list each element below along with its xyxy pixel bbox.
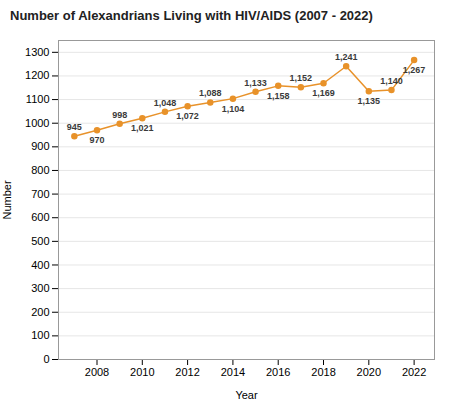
svg-text:1200: 1200 xyxy=(25,69,49,81)
svg-text:2022: 2022 xyxy=(402,366,426,378)
svg-text:300: 300 xyxy=(31,282,49,294)
svg-text:945: 945 xyxy=(67,122,82,132)
svg-text:Year: Year xyxy=(235,389,258,401)
svg-text:1,169: 1,169 xyxy=(312,88,335,98)
svg-text:800: 800 xyxy=(31,164,49,176)
svg-text:1,152: 1,152 xyxy=(290,73,313,83)
svg-text:1,241: 1,241 xyxy=(335,52,358,62)
html-text:Number of Alexandrians Living: Number of Alexandrians Living with HIV/A… xyxy=(10,8,373,23)
svg-text:1,140: 1,140 xyxy=(380,76,403,86)
svg-text:0: 0 xyxy=(43,353,49,365)
svg-text:1,072: 1,072 xyxy=(176,111,199,121)
svg-text:1100: 1100 xyxy=(26,93,50,105)
svg-text:1,135: 1,135 xyxy=(358,96,381,106)
svg-text:900: 900 xyxy=(31,140,49,152)
svg-text:400: 400 xyxy=(31,259,49,271)
svg-text:200: 200 xyxy=(31,306,49,318)
svg-text:2018: 2018 xyxy=(311,366,335,378)
svg-text:600: 600 xyxy=(31,211,49,223)
svg-text:1,021: 1,021 xyxy=(131,123,154,133)
svg-text:2008: 2008 xyxy=(85,366,109,378)
svg-text:2014: 2014 xyxy=(221,366,245,378)
svg-text:Number: Number xyxy=(1,180,13,219)
svg-text:500: 500 xyxy=(31,235,49,247)
svg-text:2012: 2012 xyxy=(175,366,199,378)
svg-text:1,158: 1,158 xyxy=(267,91,290,101)
svg-text:2020: 2020 xyxy=(357,366,381,378)
svg-text:100: 100 xyxy=(31,329,49,341)
svg-text:1,133: 1,133 xyxy=(244,78,267,88)
svg-text:1300: 1300 xyxy=(25,46,49,58)
svg-text:1000: 1000 xyxy=(25,117,49,129)
svg-text:700: 700 xyxy=(31,188,49,200)
svg-text:998: 998 xyxy=(112,110,127,120)
svg-text:970: 970 xyxy=(89,135,104,145)
svg-text:1,048: 1,048 xyxy=(154,98,177,108)
svg-text:2010: 2010 xyxy=(130,366,154,378)
svg-text:1,267: 1,267 xyxy=(403,65,426,75)
svg-text:1,088: 1,088 xyxy=(199,88,222,98)
svg-text:2016: 2016 xyxy=(266,366,290,378)
svg-text:1,104: 1,104 xyxy=(222,104,245,114)
